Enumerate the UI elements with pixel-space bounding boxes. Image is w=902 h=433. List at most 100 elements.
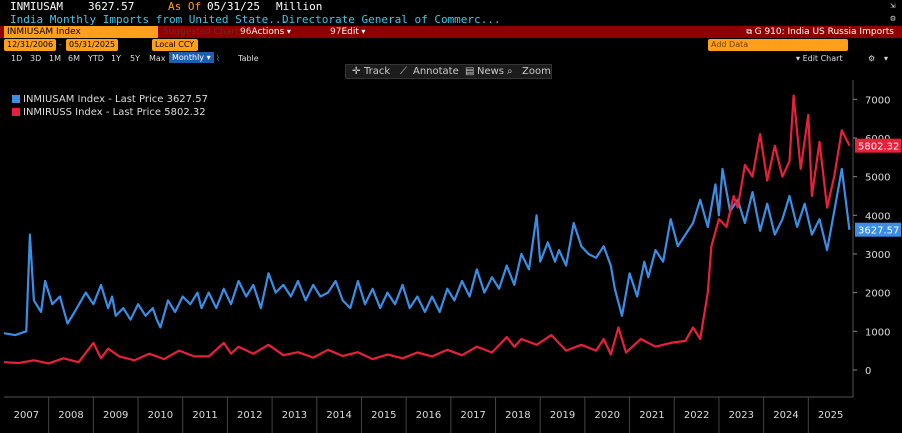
edit-chart-button[interactable]: ▾ Edit Chart	[796, 52, 843, 66]
suggested-charts[interactable]: Suggested Charts	[163, 27, 244, 37]
y-tick-label: 0	[865, 366, 871, 377]
y-tick-label: 7000	[865, 95, 890, 106]
currency-select[interactable]: Local CCY	[152, 39, 198, 51]
y-tick-label: 1000	[865, 327, 890, 338]
frequency-label: Monthly	[172, 53, 205, 62]
x-tick-label: 2021	[639, 410, 664, 421]
chevron-down-icon: ▾	[204, 53, 211, 62]
y-tick-label: 5000	[865, 173, 890, 184]
header-row: INMIUSAM 3627.57 As Of 05/31/25 Million …	[0, 0, 902, 13]
zoom-button[interactable]: Zoom	[522, 66, 551, 77]
x-tick-label: 2015	[371, 410, 396, 421]
x-tick-label: 2014	[326, 410, 351, 421]
range-bar: 12/31/2006 - 05/31/2025 Local CCY Add Da…	[0, 38, 902, 63]
chevron-down-icon: ▾	[796, 54, 803, 63]
news-button[interactable]: News	[477, 66, 505, 77]
news-icon: ▤	[465, 66, 475, 77]
page-title: ⧉ G 910: India US Russia Imports	[746, 26, 894, 38]
as-of-label: As Of	[168, 0, 202, 13]
y-tick-label: 3000	[865, 250, 890, 261]
legend-item-inmiruss[interactable]: INMIRUSS Index - Last Price 5802.32	[12, 106, 208, 119]
legend-item-inmiusam[interactable]: INMIUSAM Index - Last Price 3627.57	[12, 93, 208, 106]
frequency-select[interactable]: Monthly ▾	[169, 52, 214, 63]
ticker[interactable]: INMIUSAM	[10, 0, 63, 13]
x-tick-label: 2022	[684, 410, 709, 421]
date-separator: -	[59, 40, 62, 49]
function-bar: INMIUSAM Index Suggested Charts 96Action…	[0, 26, 902, 38]
actions-menu[interactable]: 96Actions ▾	[240, 26, 291, 38]
x-tick-label: 2012	[237, 410, 262, 421]
last-price-tag-text: 3627.57	[858, 226, 899, 237]
x-tick-label: 2024	[773, 410, 798, 421]
last-price-tag-bg	[855, 138, 901, 153]
x-tick-label: 2023	[729, 410, 754, 421]
settings-icon[interactable]: ⚙	[890, 14, 896, 24]
annotate-button[interactable]: Annotate	[413, 66, 459, 77]
more-icon[interactable]: ▾	[884, 54, 889, 63]
security-field[interactable]: INMIUSAM Index	[4, 26, 158, 38]
range-max[interactable]: Max	[149, 54, 166, 63]
range-1m[interactable]: 1M	[49, 54, 61, 63]
description-row: India Monthly Imports from United State.…	[0, 13, 902, 26]
source-label: Directorate General of Commerc...	[282, 13, 501, 26]
y-tick-label: 4000	[865, 211, 890, 222]
legend-label: INMIRUSS Index - Last Price 5802.32	[23, 107, 206, 118]
range-5y[interactable]: 5Y	[130, 54, 140, 63]
export-icon[interactable]: ⇲	[890, 1, 896, 11]
start-date[interactable]: 12/31/2006	[4, 39, 56, 51]
last-value: 3627.57	[88, 0, 135, 13]
end-date[interactable]: 05/31/2025	[66, 39, 118, 51]
x-tick-label: 2018	[505, 410, 530, 421]
x-tick-label: 2016	[416, 410, 441, 421]
x-tick-label: 2025	[818, 410, 843, 421]
annotate-icon: ⟋	[400, 66, 407, 77]
edit-menu[interactable]: 97Edit ▾	[330, 26, 365, 38]
gear-icon[interactable]: ⚙	[868, 54, 876, 63]
series-line-inmiusam	[3, 167, 851, 337]
x-tick-label: 2011	[192, 410, 217, 421]
legend-swatch-red	[12, 108, 20, 116]
range-6m[interactable]: 6M	[68, 54, 80, 63]
security-description: India Monthly Imports from United State.…	[10, 13, 289, 26]
x-tick-label: 2020	[595, 410, 620, 421]
legend-label: INMIUSAM Index - Last Price 3627.57	[23, 94, 208, 105]
range-3d[interactable]: 3D	[30, 54, 42, 63]
last-price-tag-text: 5802.32	[858, 142, 899, 153]
range-buttons: 1D 3D 1M 6M YTD 1Y 5Y Max Monthly ▾ ⌇ Ta…	[0, 52, 300, 64]
x-tick-label: 2007	[14, 410, 39, 421]
as-of-date: 05/31/25	[207, 0, 260, 13]
x-tick-label: 2013	[282, 410, 307, 421]
actions-number: 96	[240, 27, 252, 37]
legend-swatch-blue	[12, 95, 20, 103]
page-title-text: G 910: India US Russia Imports	[754, 27, 894, 37]
chart-icon: ⧉	[746, 27, 755, 36]
chevron-down-icon: ▾	[284, 27, 291, 36]
line-chart-icon[interactable]: ⌇	[216, 54, 220, 63]
unit-label: Million	[276, 0, 323, 13]
y-tick-label: 2000	[865, 289, 890, 300]
track-icon: ✛	[352, 66, 361, 77]
series-line-inmiruss	[3, 94, 851, 365]
last-price-tag-inmiruss: 5802.32	[855, 138, 901, 153]
chart-toolbar: ✛ Track ⟋ Annotate ▤ News ⌕ Zoom	[345, 64, 552, 79]
actions-label: Actions	[251, 27, 285, 37]
range-1d[interactable]: 1D	[11, 54, 23, 63]
range-ytd[interactable]: YTD	[88, 54, 104, 63]
edit-number: 97	[330, 27, 342, 37]
chevron-down-icon: ▾	[358, 27, 366, 36]
x-tick-label: 2019	[550, 410, 575, 421]
x-tick-label: 2008	[58, 410, 83, 421]
edit-chart-label: Edit Chart	[802, 54, 843, 63]
last-price-tag-bg	[855, 222, 901, 237]
table-button[interactable]: Table	[238, 54, 259, 63]
track-button[interactable]: Track	[364, 66, 391, 77]
x-tick-label: 2010	[148, 410, 173, 421]
edit-label: Edit	[341, 27, 359, 37]
chart-legend: INMIUSAM Index - Last Price 3627.57 INMI…	[12, 93, 208, 119]
last-price-tag-inmiusam: 3627.57	[855, 222, 901, 237]
search-icon: ⌕	[507, 66, 513, 77]
x-tick-label: 2009	[103, 410, 128, 421]
add-data-field[interactable]: Add Data	[708, 39, 848, 51]
range-1y[interactable]: 1Y	[111, 54, 121, 63]
